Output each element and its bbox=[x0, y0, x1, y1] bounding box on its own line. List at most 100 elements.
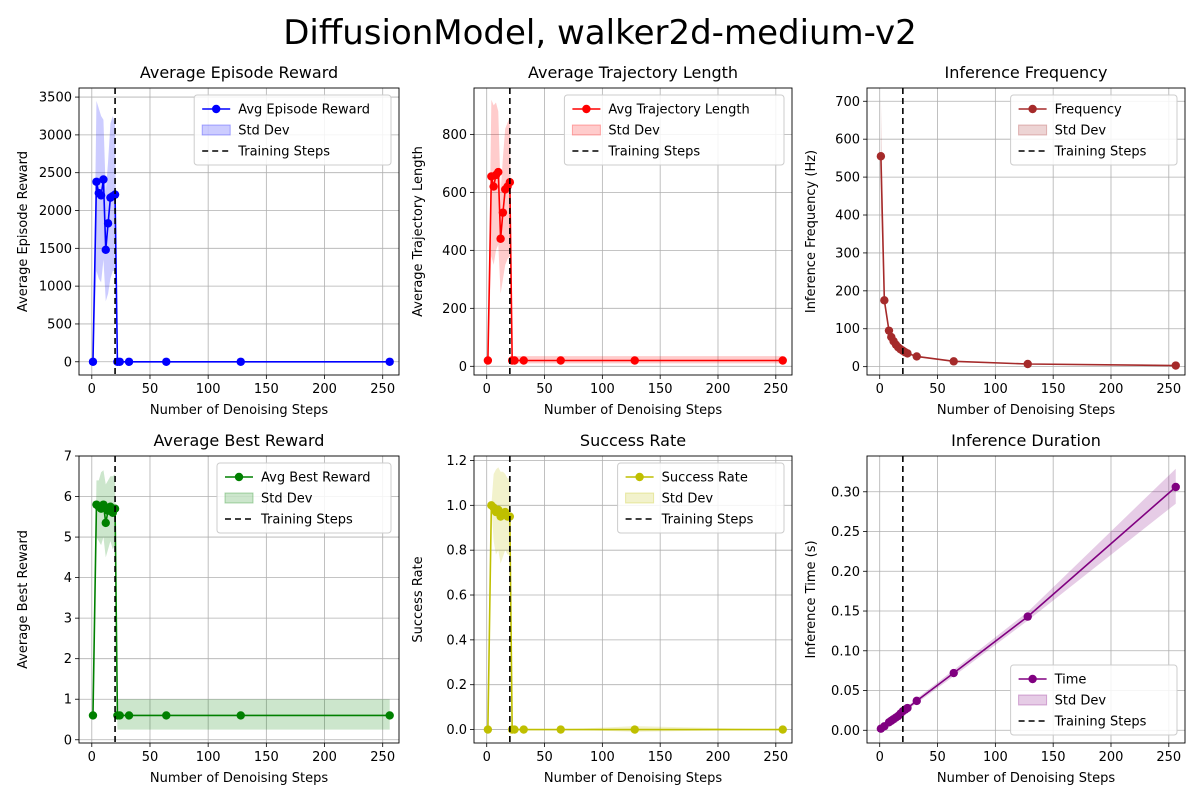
data-point bbox=[1171, 361, 1180, 370]
chart-title: Success Rate bbox=[580, 431, 686, 450]
y-tick-label: 400 bbox=[835, 209, 860, 224]
legend-band-swatch bbox=[224, 492, 254, 504]
y-axis-label: Average Episode Reward bbox=[16, 151, 31, 312]
data-point bbox=[124, 357, 134, 366]
data-point bbox=[912, 696, 921, 706]
data-point bbox=[162, 357, 171, 366]
legend-label: Avg Trajectory Length bbox=[608, 103, 749, 118]
data-point bbox=[92, 177, 101, 186]
y-tick-label: 0.4 bbox=[446, 633, 467, 648]
y-tick-label: 0.00 bbox=[831, 724, 860, 739]
legend-label: Time bbox=[1054, 673, 1087, 688]
data-point bbox=[385, 711, 394, 720]
data-point bbox=[510, 725, 519, 734]
y-tick-label: 3 bbox=[64, 612, 72, 627]
y-tick-label: 0 bbox=[64, 355, 72, 370]
x-tick-label: 200 bbox=[706, 382, 731, 397]
y-tick-label: 0 bbox=[459, 360, 467, 375]
data-point bbox=[483, 356, 493, 365]
y-tick-label: 3500 bbox=[39, 91, 72, 106]
x-axis-label: Number of Denoising Steps bbox=[937, 771, 1115, 786]
legend-box bbox=[216, 462, 392, 534]
x-tick-label: 0 bbox=[88, 382, 96, 397]
x-axis-label: Number of Denoising Steps bbox=[150, 771, 328, 786]
x-axis-label: Number of Denoising Steps bbox=[544, 771, 722, 786]
y-tick-label: 1500 bbox=[39, 242, 72, 257]
x-tick-label: 250 bbox=[1156, 382, 1181, 397]
legend-box bbox=[617, 462, 785, 534]
x-tick-label: 250 bbox=[763, 382, 788, 397]
data-point bbox=[903, 703, 912, 713]
y-tick-label: 5 bbox=[64, 531, 72, 546]
y-tick-label: 3000 bbox=[39, 128, 72, 143]
y-axis-label: Average Trajectory Length bbox=[411, 146, 426, 317]
data-point bbox=[778, 725, 787, 734]
x-tick-label: 250 bbox=[370, 382, 395, 397]
data-point bbox=[99, 500, 108, 509]
y-tick-label: 0.05 bbox=[831, 684, 860, 699]
legend-band-swatch bbox=[1018, 124, 1048, 136]
y-tick-label: 500 bbox=[835, 171, 860, 186]
x-tick-label: 100 bbox=[196, 750, 221, 765]
legend-marker-swatch bbox=[234, 472, 244, 482]
x-tick-label: 0 bbox=[483, 382, 491, 397]
chart-panel: 0 50 100 150 200 250 0.0 0.2 0.4 0.6 0.8 1.0 1.2 Succ… bbox=[411, 431, 793, 786]
x-tick-label: 250 bbox=[763, 750, 788, 765]
legend-box bbox=[193, 94, 392, 166]
x-tick-label: 200 bbox=[706, 750, 731, 765]
data-point bbox=[498, 208, 508, 217]
x-tick-label: 200 bbox=[312, 382, 337, 397]
data-point bbox=[88, 357, 98, 366]
legend-label: Training Steps bbox=[237, 145, 330, 160]
data-point bbox=[483, 725, 493, 734]
legend-label: Success Rate bbox=[662, 471, 748, 486]
legend-marker-swatch bbox=[582, 104, 591, 114]
x-axis-label: Number of Denoising Steps bbox=[937, 403, 1115, 418]
data-point bbox=[101, 245, 110, 255]
y-tick-label: 6 bbox=[64, 490, 72, 505]
axes-frame bbox=[78, 87, 400, 376]
x-tick-label: 50 bbox=[536, 382, 553, 397]
data-point bbox=[1023, 359, 1032, 369]
data-point bbox=[96, 191, 106, 200]
data-point bbox=[494, 167, 503, 177]
y-tick-label: 7 bbox=[64, 450, 72, 465]
y-tick-label: 200 bbox=[835, 284, 860, 299]
y-tick-label: 0.6 bbox=[446, 589, 467, 604]
y-axis-label: Success Rate bbox=[411, 556, 426, 642]
y-tick-label: 100 bbox=[835, 322, 860, 337]
axes-frame bbox=[473, 87, 793, 376]
data-point bbox=[236, 357, 245, 366]
x-tick-label: 50 bbox=[929, 382, 946, 397]
x-tick-label: 50 bbox=[142, 750, 159, 765]
legend-marker-swatch bbox=[1028, 674, 1037, 684]
chart-title: Average Episode Reward bbox=[140, 63, 338, 82]
chart-title: Inference Frequency bbox=[945, 63, 1108, 82]
chart-panel: 0 50 100 150 200 250 0 200 400 600 800 Average Traj… bbox=[411, 63, 793, 418]
legend-label: Training Steps bbox=[1054, 715, 1147, 730]
y-tick-label: 0.20 bbox=[831, 565, 860, 580]
y-tick-label: 0.2 bbox=[446, 678, 467, 693]
x-tick-label: 150 bbox=[1041, 382, 1066, 397]
legend-band-swatch bbox=[625, 492, 655, 504]
x-tick-label: 150 bbox=[648, 750, 673, 765]
y-tick-label: 300 bbox=[835, 246, 860, 261]
y-tick-label: 1000 bbox=[39, 280, 72, 295]
x-tick-label: 200 bbox=[1099, 750, 1124, 765]
data-point bbox=[124, 711, 134, 720]
data-point bbox=[103, 219, 113, 228]
x-tick-label: 50 bbox=[142, 382, 159, 397]
data-point bbox=[385, 357, 394, 366]
chart-title: Average Trajectory Length bbox=[528, 63, 738, 82]
x-tick-label: 150 bbox=[648, 382, 673, 397]
y-tick-label: 400 bbox=[442, 244, 467, 259]
chart-panel: 0 50 100 150 200 250 0 1 2 3 4 5 6 7 Average Best Rewa… bbox=[16, 431, 400, 786]
data-point bbox=[556, 725, 565, 734]
y-tick-label: 200 bbox=[442, 302, 467, 317]
y-tick-label: 0 bbox=[852, 360, 860, 375]
x-tick-label: 0 bbox=[876, 750, 884, 765]
legend-label: Avg Episode Reward bbox=[238, 103, 370, 118]
legend-band-swatch bbox=[201, 124, 231, 136]
legend-label: Training Steps bbox=[607, 145, 700, 160]
data-point bbox=[880, 296, 889, 305]
